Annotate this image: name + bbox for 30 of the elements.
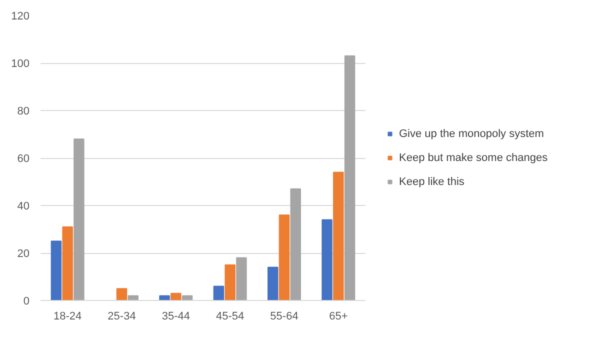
y-tick-label: 60 [17,153,30,165]
bar [224,264,236,300]
bar [322,219,332,300]
y-tick-label: 40 [17,200,30,212]
bar [290,188,301,300]
bar [116,288,128,300]
bar [236,257,247,300]
legend-label: Keep but make some changes [399,152,548,164]
bar [278,214,290,300]
bar [213,286,224,300]
bar [62,226,73,300]
x-tick-label: 65+ [329,310,348,322]
bar [74,138,84,300]
y-tick-label: 20 [17,248,30,260]
bar [344,55,356,300]
y-tick-label: 120 [11,10,30,22]
x-tick-label: 45-54 [216,310,244,322]
x-tick-label: 55-64 [270,310,298,322]
y-tick-label: 100 [11,58,30,70]
x-tick-label: 18-24 [54,310,82,322]
legend-label: Keep like this [399,176,464,188]
legend-label: Give up the monopoly system [399,128,544,140]
bar [333,172,344,300]
bar [170,292,182,300]
x-tick-label: 35-44 [162,310,190,322]
bar [50,240,62,300]
y-tick-label: 0 [23,296,30,308]
x-tick-label: 25-34 [108,310,136,322]
bar [268,266,278,300]
y-tick-label: 80 [17,106,30,118]
